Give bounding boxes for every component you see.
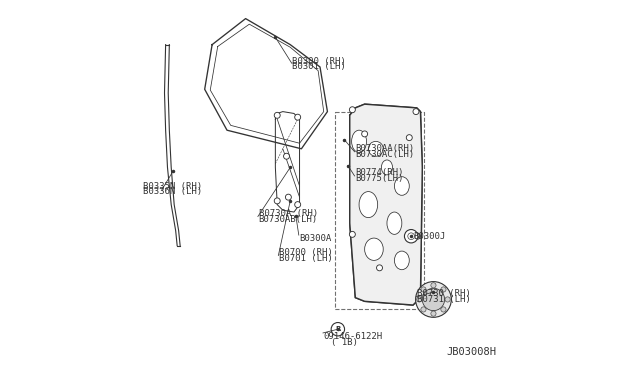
Text: B0730AA(RH): B0730AA(RH): [355, 144, 415, 153]
Text: B0300A: B0300A: [300, 234, 332, 243]
Circle shape: [404, 230, 418, 243]
Circle shape: [349, 231, 355, 237]
Circle shape: [275, 112, 280, 118]
Text: JB03008H: JB03008H: [447, 347, 497, 356]
Text: B0774(RH): B0774(RH): [355, 169, 404, 177]
Circle shape: [413, 109, 419, 115]
Circle shape: [415, 233, 420, 239]
Circle shape: [421, 307, 426, 312]
Circle shape: [408, 233, 415, 240]
Circle shape: [362, 131, 367, 137]
Circle shape: [415, 282, 451, 317]
Ellipse shape: [365, 238, 383, 260]
Circle shape: [331, 323, 344, 336]
Ellipse shape: [359, 192, 378, 218]
Text: B0700 (RH): B0700 (RH): [279, 248, 333, 257]
Ellipse shape: [381, 160, 392, 175]
Text: B0701 (LH): B0701 (LH): [279, 254, 333, 263]
Circle shape: [275, 198, 280, 204]
Ellipse shape: [387, 212, 402, 234]
Circle shape: [406, 135, 412, 141]
Circle shape: [349, 107, 355, 113]
Text: ( 1B): ( 1B): [331, 338, 358, 347]
Text: 09146-6122H: 09146-6122H: [324, 332, 383, 341]
Ellipse shape: [394, 251, 410, 270]
Text: B0730A (RH): B0730A (RH): [259, 209, 317, 218]
Circle shape: [376, 265, 383, 271]
Text: B0730AB(LH): B0730AB(LH): [259, 215, 317, 224]
Text: B0730 (RH): B0730 (RH): [417, 289, 470, 298]
Circle shape: [285, 194, 291, 200]
Circle shape: [445, 297, 450, 302]
Circle shape: [284, 153, 289, 159]
Text: B0730AC(LH): B0730AC(LH): [355, 150, 415, 159]
Circle shape: [417, 297, 422, 302]
Circle shape: [294, 202, 301, 208]
Text: B0300J: B0300J: [413, 232, 445, 241]
Text: B0300 (RH): B0300 (RH): [292, 57, 346, 66]
Polygon shape: [349, 104, 422, 305]
Text: B0336N (LH): B0336N (LH): [143, 187, 202, 196]
Circle shape: [441, 307, 446, 312]
Circle shape: [421, 287, 426, 292]
Circle shape: [431, 311, 436, 316]
Text: B0731 (LH): B0731 (LH): [417, 295, 470, 304]
Ellipse shape: [351, 130, 367, 153]
Circle shape: [441, 287, 446, 292]
Circle shape: [294, 114, 301, 120]
Ellipse shape: [369, 141, 383, 156]
Text: B0335N (RH): B0335N (RH): [143, 182, 202, 190]
Ellipse shape: [394, 177, 410, 195]
Text: R: R: [335, 326, 340, 332]
Circle shape: [422, 288, 445, 311]
Text: B0775(LH): B0775(LH): [355, 174, 404, 183]
Text: B0301 (LH): B0301 (LH): [292, 62, 346, 71]
Circle shape: [431, 283, 436, 288]
